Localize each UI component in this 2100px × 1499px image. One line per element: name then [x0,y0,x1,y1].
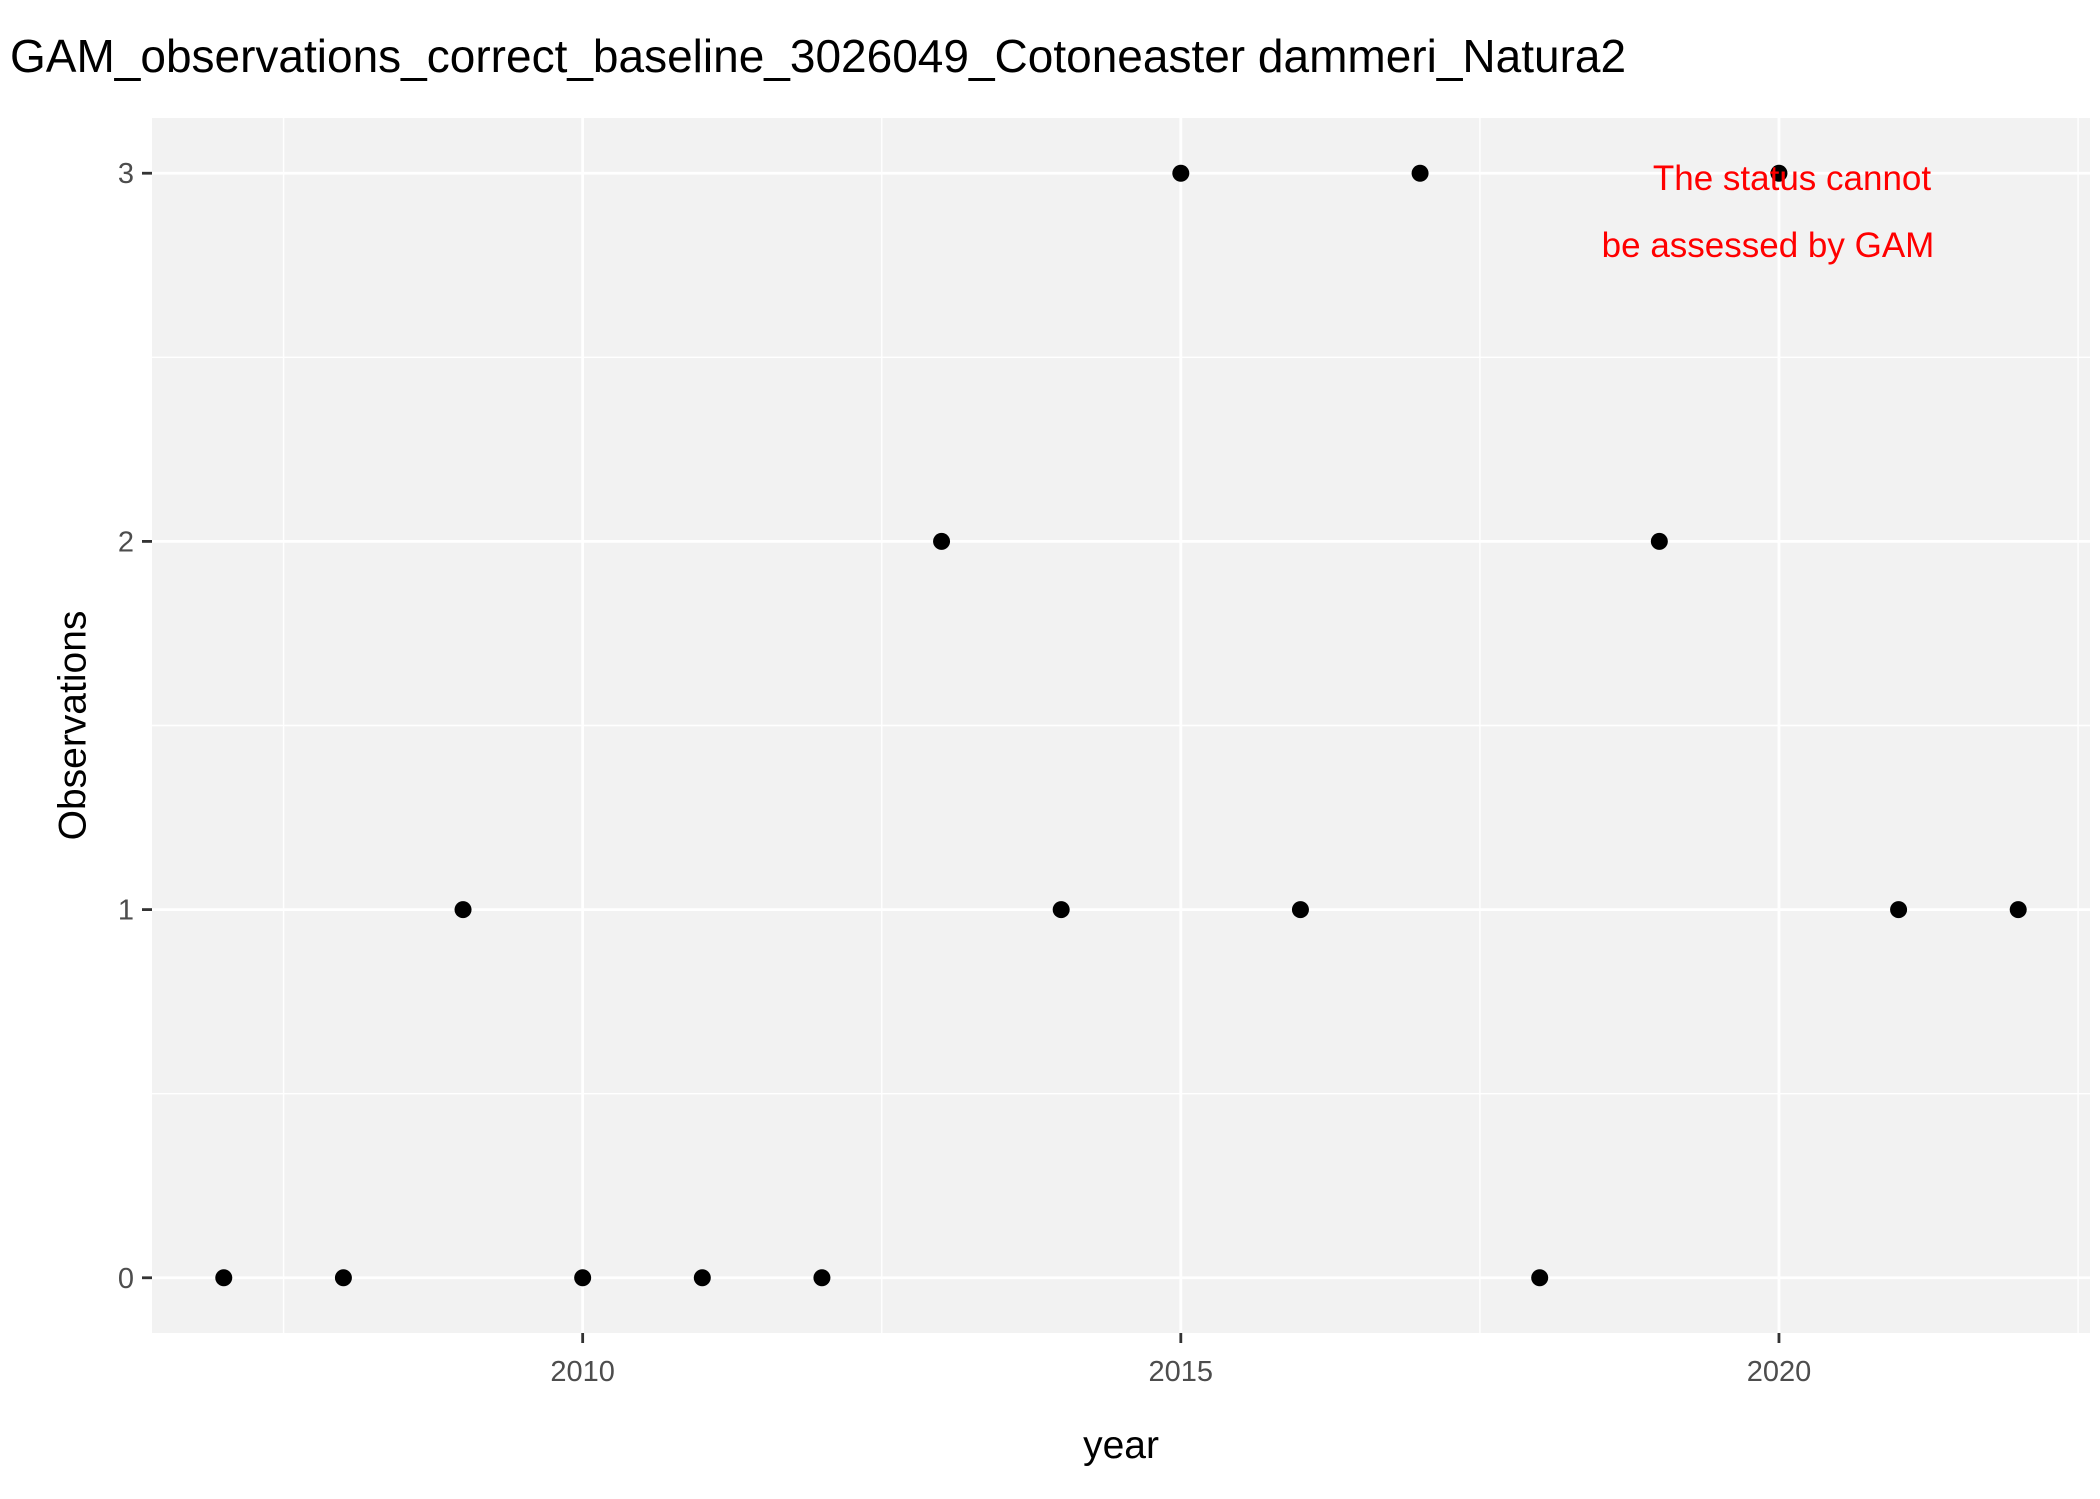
x-tick-label: 2015 [1149,1356,1214,1388]
x-axis: 2010 2015 2020 [550,1333,1811,1388]
data-point [574,1269,592,1287]
data-point [1770,164,1788,182]
annotation-line-1: The status cannot [1653,159,1931,198]
y-tick-label: 0 [118,1263,134,1295]
data-point [693,1269,711,1287]
x-tick-label: 2010 [550,1356,615,1388]
x-tick-label: 2020 [1747,1356,1812,1388]
data-point [1052,901,1070,919]
y-tick-label: 1 [118,895,134,927]
data-point [1172,164,1190,182]
data-point [2009,901,2027,919]
data-points [215,164,2027,1287]
grid-minor [152,118,2090,1333]
data-point [1291,901,1309,919]
y-axis: 0 1 2 3 [118,158,152,1295]
data-point [454,901,472,919]
annotation-line-2: be assessed by GAM [1602,226,1935,265]
grid-major [152,118,2090,1333]
data-point [1890,901,1908,919]
x-axis-label: year [1083,1424,1159,1467]
data-point [1411,164,1429,182]
data-point [1650,532,1668,550]
data-point [334,1269,352,1287]
data-point [215,1269,233,1287]
data-point [933,532,951,550]
data-point [1531,1269,1549,1287]
y-tick-label: 2 [118,526,134,558]
data-point [813,1269,831,1287]
y-tick-label: 3 [118,158,134,190]
y-axis-label: Observations [52,611,95,841]
chart-title: GAM_observations_correct_baseline_302604… [10,30,1626,82]
